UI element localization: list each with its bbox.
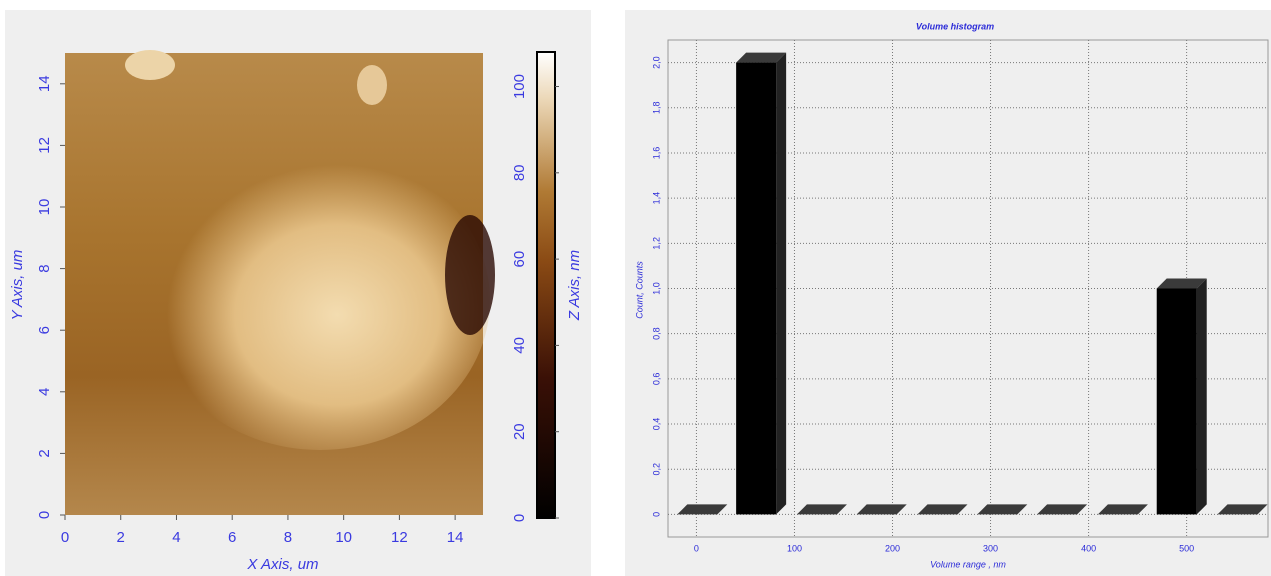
bar-side (1197, 279, 1207, 515)
x-tick-label: 300 (983, 543, 998, 553)
x-tick-label: 400 (1081, 543, 1096, 553)
x-tick-label: 6 (228, 529, 236, 546)
histogram-chart: Volume histogram Volume range , nm Count… (634, 21, 1268, 569)
x-tick-label: 2 (117, 529, 125, 546)
bar-side (776, 53, 786, 515)
x-tick-label: 10 (335, 529, 352, 546)
chart-title: Volume histogram (916, 21, 994, 31)
y-tick-label: 0,2 (651, 463, 661, 476)
y-tick-label: 1,0 (651, 282, 661, 295)
y-tick-label: 1,8 (651, 102, 661, 115)
y-tick-label: 1,6 (651, 147, 661, 160)
y-axis-label: Count, Counts (634, 261, 644, 319)
page: {"chart_data":[ {"type":"heatmap","x_lab… (0, 0, 1271, 576)
x-tick-label: 0 (694, 543, 699, 553)
x-tick-label: 100 (787, 543, 802, 553)
y-tick-label: 2,0 (651, 56, 661, 69)
bar (1157, 289, 1197, 515)
y-tick-label: 1,2 (651, 237, 661, 250)
y-axis-label: Y Axis, um (9, 250, 26, 321)
y-tick-label: 12 (36, 137, 53, 154)
x-tick-label: 0 (61, 529, 69, 546)
colorbar-tick-label: 40 (511, 337, 528, 354)
colorbar-tick-label: 20 (511, 423, 528, 440)
bar (736, 63, 776, 515)
x-tick-label: 12 (391, 529, 408, 546)
x-tick-label: 8 (284, 529, 292, 546)
afm-feature (445, 215, 495, 335)
afm-feature (357, 65, 387, 105)
x-tick-label: 200 (885, 543, 900, 553)
afm-feature (125, 50, 175, 80)
y-tick-label: 0 (651, 512, 661, 517)
colorbar-tick-label: 100 (511, 74, 528, 99)
x-tick-label: 500 (1179, 543, 1194, 553)
screen: X Axis, um Y Axis, um Z Axis, nm 0 2 4 6 8 10… (0, 0, 1271, 576)
y-tick-label: 0,6 (651, 373, 661, 386)
y-tick-label: 0,4 (651, 418, 661, 431)
x-tick-label: 14 (447, 529, 464, 546)
colorbar-tick-label: 80 (511, 164, 528, 181)
y-tick-label: 1,4 (651, 192, 661, 205)
y-tick-label: 0,8 (651, 327, 661, 340)
y-tick-label: 8 (36, 264, 53, 272)
y-tick-label: 6 (36, 326, 53, 334)
x-axis-label: X Axis, um (246, 556, 318, 573)
x-tick-label: 4 (172, 529, 180, 546)
y-tick-label: 0 (36, 511, 53, 519)
colorbar-label: Z Axis, nm (566, 250, 583, 321)
y-tick-label: 10 (36, 199, 53, 216)
y-tick-label: 4 (36, 388, 53, 396)
colorbar (537, 52, 555, 518)
afm-feature (150, 150, 490, 450)
colorbar-tick-label: 0 (511, 514, 528, 522)
x-axis-label: Volume range , nm (930, 559, 1006, 569)
y-tick-label: 2 (36, 449, 53, 457)
colorbar-tick-label: 60 (511, 251, 528, 268)
y-tick-label: 14 (36, 75, 53, 92)
